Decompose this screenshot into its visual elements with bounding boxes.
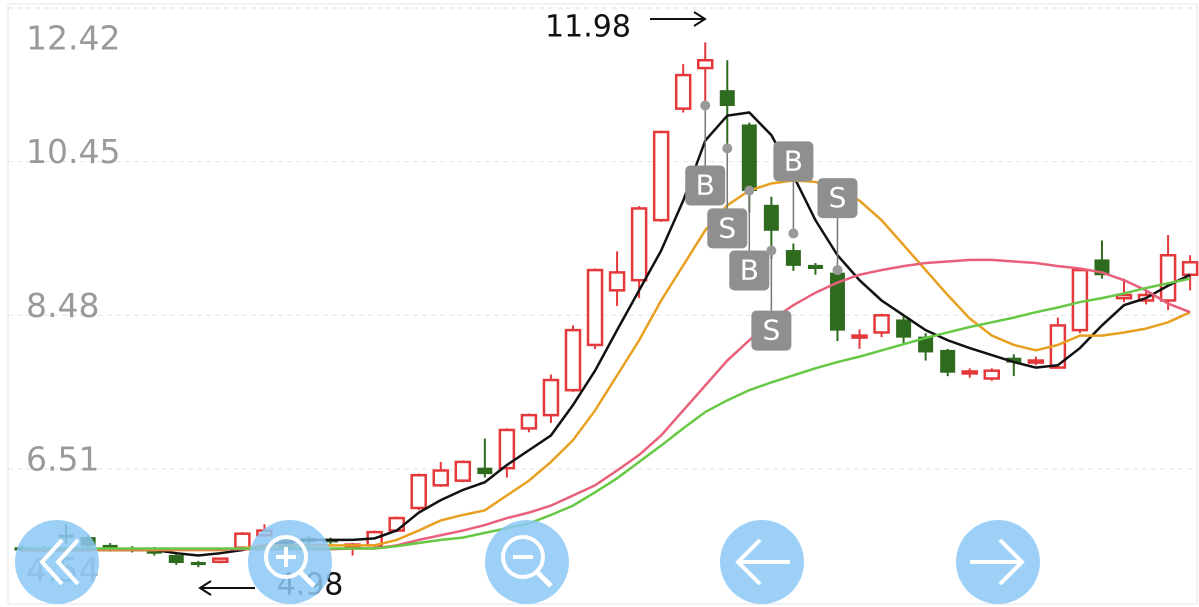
y-tick-label: 12.42 <box>26 19 120 58</box>
signal-dot <box>700 100 711 111</box>
scroll-left-button[interactable] <box>720 520 804 604</box>
signal-badge <box>751 310 792 351</box>
ma-line <box>22 277 1191 550</box>
candle-body <box>719 90 735 106</box>
candle-body <box>785 250 801 266</box>
ma-line <box>22 179 1191 552</box>
signal-label: S <box>762 314 780 347</box>
jump-start-button[interactable] <box>15 520 99 604</box>
candle-body <box>432 469 450 487</box>
signal-label: S <box>718 211 736 244</box>
candle-body <box>1159 253 1177 302</box>
candle-body <box>586 268 604 347</box>
signal-dot <box>766 245 777 256</box>
candle-body <box>564 328 582 392</box>
candle-body <box>873 314 890 334</box>
signal-dot <box>744 185 755 196</box>
candle-body <box>696 59 714 70</box>
ma-line <box>22 258 1191 551</box>
candle-body <box>741 124 757 192</box>
signal-badge <box>817 178 858 219</box>
y-tick-label: 10.45 <box>26 132 120 171</box>
signal-label: S <box>829 181 847 214</box>
candle-body <box>961 370 978 375</box>
candle-body <box>851 334 868 339</box>
candle-body <box>896 319 912 338</box>
y-tick-label: 8.48 <box>26 286 99 325</box>
ma-line <box>22 111 1191 557</box>
signal-label: B <box>696 168 715 201</box>
candle-body <box>498 428 516 470</box>
candle-body <box>168 555 184 564</box>
zoom-out-button[interactable] <box>485 520 569 604</box>
candle-body <box>608 271 626 292</box>
plot-frame <box>7 3 1198 605</box>
signal-dot <box>722 143 733 154</box>
signal-dot <box>832 265 843 276</box>
signal-badge <box>685 165 726 206</box>
signal-dot <box>788 228 799 239</box>
candle-body <box>1027 359 1045 364</box>
candle-body <box>520 413 538 430</box>
candle-body <box>807 264 823 270</box>
signal-badge <box>729 250 770 291</box>
candle-body <box>940 349 956 373</box>
high-annotation: 11.98 <box>545 10 631 45</box>
candle-body <box>763 204 779 231</box>
scroll-right-button[interactable] <box>956 520 1040 604</box>
candle-body <box>1115 293 1133 300</box>
candle-body <box>983 369 1001 380</box>
zoom-in-button[interactable] <box>248 520 332 604</box>
candle-body <box>652 130 670 222</box>
signal-badge <box>707 208 748 249</box>
candle-body <box>388 516 405 532</box>
candle-body <box>630 207 648 282</box>
signal-label: B <box>740 254 759 287</box>
candle-body <box>454 460 472 482</box>
candle-body <box>190 562 206 566</box>
candle-body <box>542 378 560 417</box>
candle-body <box>477 467 493 475</box>
high-arrow <box>650 11 707 27</box>
signal-label: B <box>784 144 803 177</box>
signal-badge <box>773 141 814 182</box>
candle-body <box>212 557 229 564</box>
candle-body <box>1181 261 1199 276</box>
candle-body <box>234 532 251 549</box>
candle-body <box>410 473 427 510</box>
low-arrow <box>198 580 255 596</box>
candle-body <box>674 73 692 110</box>
y-tick-label: 6.51 <box>26 439 99 478</box>
